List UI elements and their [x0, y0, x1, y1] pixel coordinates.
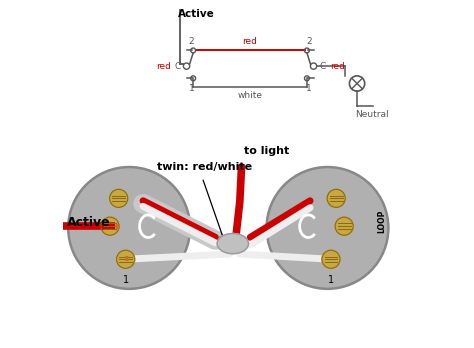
Text: 2: 2	[307, 37, 312, 46]
Text: 1: 1	[189, 84, 195, 93]
Text: 1: 1	[123, 275, 129, 285]
Text: LOOP: LOOP	[378, 209, 387, 233]
Circle shape	[68, 167, 190, 289]
Text: 1: 1	[328, 275, 334, 285]
Text: twin: red/white: twin: red/white	[157, 162, 252, 172]
Circle shape	[335, 217, 353, 235]
Text: to light: to light	[244, 147, 289, 156]
Text: white: white	[237, 91, 263, 100]
Text: C: C	[175, 62, 181, 71]
Text: Active: Active	[66, 216, 110, 229]
Circle shape	[101, 217, 119, 235]
Text: red: red	[243, 37, 257, 46]
Text: C: C	[319, 62, 325, 71]
Text: 2: 2	[188, 37, 193, 46]
Circle shape	[117, 250, 135, 268]
Circle shape	[266, 167, 388, 289]
Circle shape	[327, 189, 345, 207]
Text: Neutral: Neutral	[356, 110, 389, 119]
Circle shape	[322, 250, 340, 268]
Circle shape	[109, 189, 128, 207]
Text: Active: Active	[178, 9, 215, 19]
Text: red: red	[156, 62, 171, 71]
Text: red: red	[330, 62, 345, 71]
Ellipse shape	[217, 234, 248, 254]
Text: 1: 1	[305, 84, 311, 93]
